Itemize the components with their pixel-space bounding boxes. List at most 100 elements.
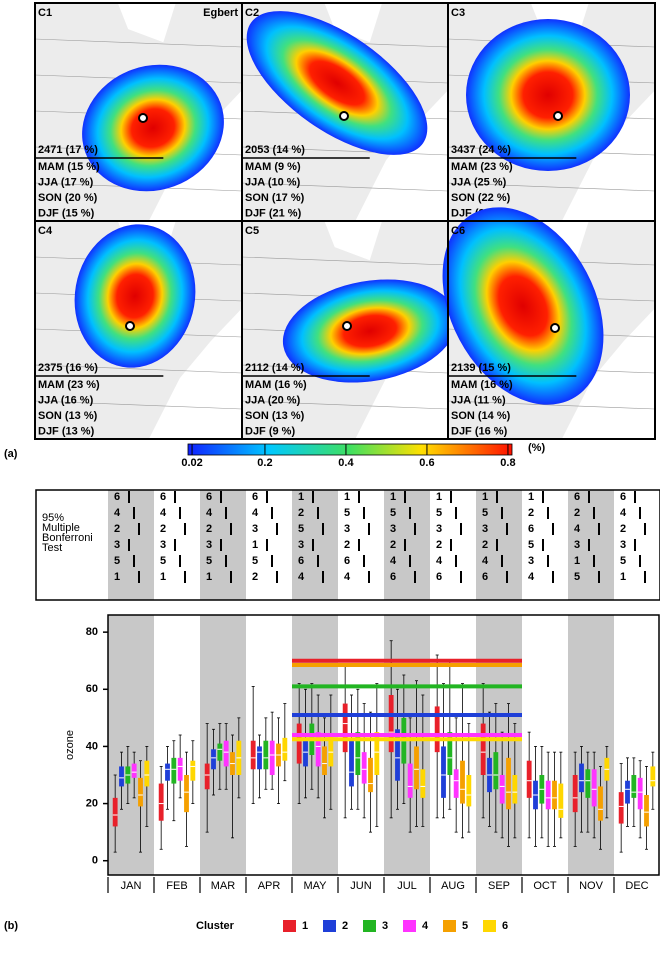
box bbox=[585, 769, 591, 798]
cluster-name: C4 bbox=[38, 225, 53, 237]
test-rank: 4 bbox=[390, 555, 397, 567]
box bbox=[637, 777, 643, 810]
test-rank: 3 bbox=[252, 523, 258, 535]
border-line bbox=[447, 182, 656, 192]
bay bbox=[117, 3, 176, 43]
season-share: SON (20 %) bbox=[38, 192, 98, 204]
box bbox=[631, 775, 637, 798]
season-share: JJA (25 %) bbox=[451, 176, 507, 188]
test-rank: 1 bbox=[160, 571, 166, 583]
cluster-count: 3437 (24 %) bbox=[451, 144, 511, 156]
season-share: MAM (16 %) bbox=[245, 379, 307, 391]
box bbox=[460, 760, 465, 804]
box bbox=[598, 786, 603, 821]
box bbox=[499, 775, 505, 804]
test-rank: 4 bbox=[298, 571, 305, 583]
box bbox=[572, 775, 578, 813]
box bbox=[257, 746, 262, 770]
site-marker bbox=[553, 111, 563, 121]
test-rank: 2 bbox=[574, 507, 580, 519]
test-rank: 3 bbox=[436, 523, 442, 535]
test-rank: 3 bbox=[344, 523, 350, 535]
legend-label: 4 bbox=[422, 920, 429, 932]
test-rank: 1 bbox=[436, 491, 442, 503]
x-tick-label: NOV bbox=[579, 880, 604, 892]
box bbox=[368, 757, 373, 793]
map-panel: C1 Egbert 2471 (17 %) MAM (15 %) JJA (17 %) S… bbox=[34, 2, 243, 222]
season-share: MAM (23 %) bbox=[451, 161, 513, 173]
season-share: MAM (9 %) bbox=[245, 161, 301, 173]
box bbox=[144, 760, 150, 787]
test-rank: 5 bbox=[482, 507, 488, 519]
test-rank: 4 bbox=[436, 555, 443, 567]
test-rank: 1 bbox=[620, 571, 626, 583]
test-label: Multiple bbox=[42, 522, 80, 534]
box bbox=[296, 723, 302, 764]
test-rank: 5 bbox=[436, 507, 442, 519]
legend-label: 3 bbox=[382, 920, 388, 932]
site-marker bbox=[342, 321, 352, 331]
box bbox=[591, 769, 597, 807]
season-share: DJF (13 %) bbox=[38, 425, 95, 437]
cluster-count: 2471 (17 %) bbox=[38, 144, 98, 156]
legend-swatch bbox=[283, 920, 296, 932]
box bbox=[506, 757, 511, 810]
test-rank: 3 bbox=[528, 555, 534, 567]
test-rank: 3 bbox=[160, 539, 166, 551]
season-share: JJA (17 %) bbox=[38, 176, 94, 188]
season-share: DJF (15 %) bbox=[38, 207, 95, 219]
cluster-name: C3 bbox=[451, 7, 465, 19]
box bbox=[618, 792, 624, 824]
test-rank: 4 bbox=[160, 507, 167, 519]
map-panel: C5 2112 (14 %) MAM (16 %) JJA (20 %) SON (13… bbox=[241, 220, 458, 440]
panel-label: (b) bbox=[4, 920, 18, 932]
box bbox=[374, 732, 380, 775]
season-share: MAM (23 %) bbox=[38, 379, 100, 391]
test-rank: 2 bbox=[390, 539, 396, 551]
cluster-count: 2375 (16 %) bbox=[38, 362, 98, 374]
legend-swatch bbox=[443, 920, 456, 932]
cluster-name: C2 bbox=[245, 7, 259, 19]
colorbar-tick-label: 0.4 bbox=[338, 457, 354, 469]
test-rank: 6 bbox=[114, 491, 120, 503]
y-tick-label: 80 bbox=[86, 626, 98, 638]
test-rank: 1 bbox=[574, 555, 580, 567]
cluster-count: 2139 (15 %) bbox=[451, 362, 511, 374]
test-rank: 1 bbox=[206, 571, 212, 583]
box bbox=[414, 746, 419, 790]
season-share: DJF (16 %) bbox=[451, 425, 508, 437]
test-rank: 6 bbox=[436, 571, 442, 583]
box bbox=[625, 780, 630, 804]
box bbox=[388, 695, 394, 753]
box bbox=[158, 783, 164, 821]
colorbar-tick-label: 0.6 bbox=[419, 457, 434, 469]
legend-swatch bbox=[363, 920, 376, 932]
legend-label: 1 bbox=[302, 920, 308, 932]
test-rank: 4 bbox=[528, 571, 535, 583]
test-rank: 6 bbox=[344, 555, 350, 567]
season-share: SON (17 %) bbox=[245, 192, 305, 204]
test-rank: 4 bbox=[482, 555, 489, 567]
cluster-count: 2053 (14 %) bbox=[245, 144, 305, 156]
colorbar-tick-label: 0.8 bbox=[500, 457, 515, 469]
colorbar-unit: (%) bbox=[528, 442, 545, 454]
plot-frame bbox=[107, 614, 660, 876]
test-label: Test bbox=[42, 542, 62, 554]
box bbox=[211, 749, 216, 770]
box bbox=[434, 706, 440, 753]
trajectory-density bbox=[282, 279, 458, 383]
box bbox=[112, 797, 118, 827]
x-tick-label: OCT bbox=[533, 880, 557, 892]
bay bbox=[324, 3, 383, 43]
border-line bbox=[241, 256, 449, 266]
month-shade bbox=[108, 490, 154, 600]
map-panel: C6 2139 (15 %) MAM (16 %) JJA (11 %) SON (14… bbox=[442, 207, 656, 440]
box bbox=[355, 732, 361, 775]
box bbox=[165, 763, 170, 781]
trajectory-density bbox=[246, 11, 428, 155]
x-tick-label: APR bbox=[258, 880, 281, 892]
season-share: JJA (16 %) bbox=[38, 394, 94, 406]
test-rank: 2 bbox=[252, 571, 258, 583]
x-tick-label: MAR bbox=[211, 880, 236, 892]
box bbox=[177, 757, 183, 781]
